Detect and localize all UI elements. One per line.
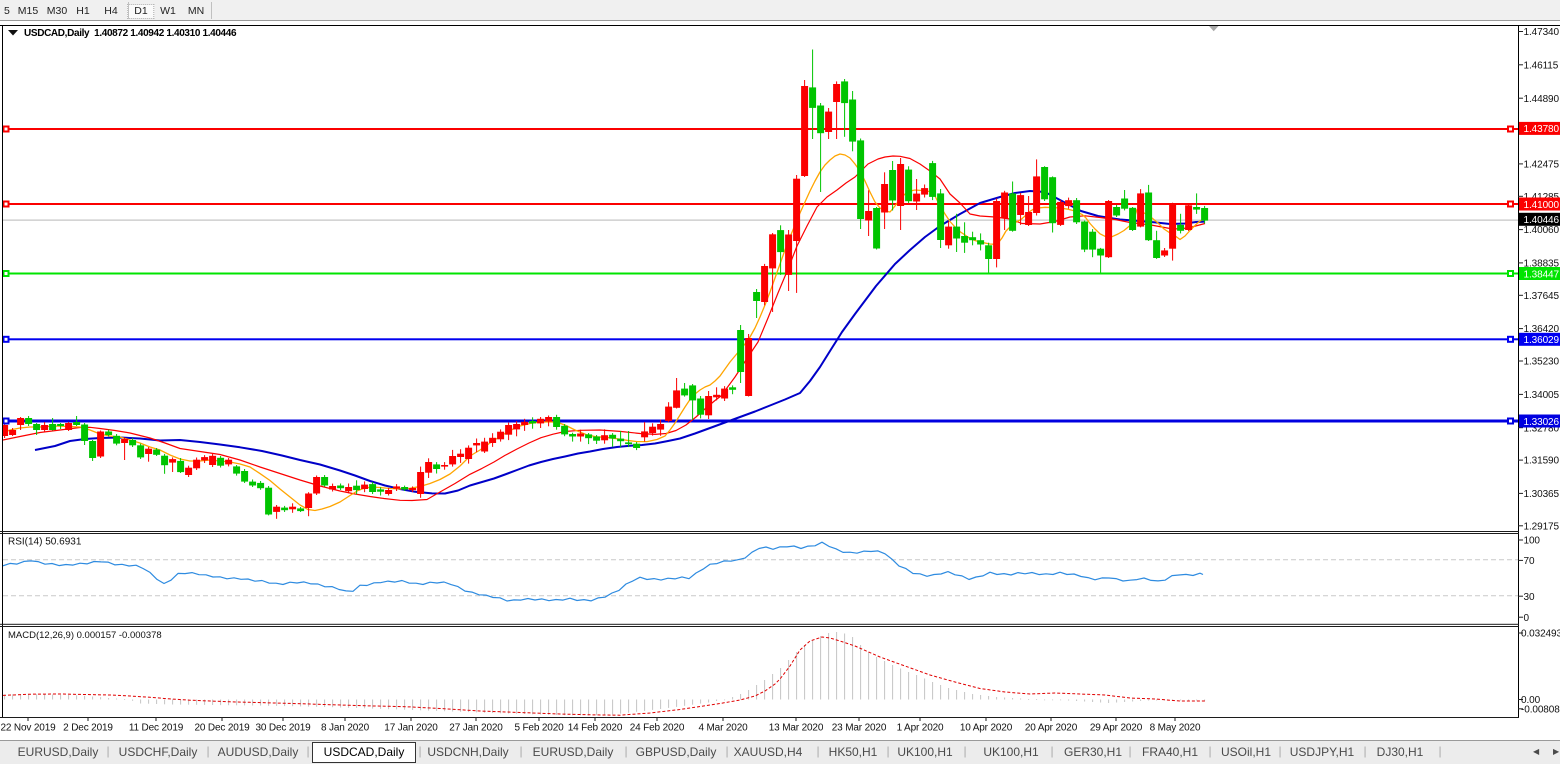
svg-text:1.32780: 1.32780: [1524, 423, 1560, 434]
svg-text:1.29175: 1.29175: [1524, 521, 1560, 532]
svg-text:0.032493: 0.032493: [1521, 629, 1560, 640]
svg-text:1.35230: 1.35230: [1524, 357, 1560, 368]
svg-text:-0.0080868: -0.0080868: [1521, 704, 1560, 715]
svg-text:1.44890: 1.44890: [1524, 94, 1560, 105]
svg-text:10 Apr 2020: 10 Apr 2020: [960, 723, 1013, 734]
svg-text:100: 100: [1524, 536, 1541, 547]
svg-text:1.38447: 1.38447: [1524, 269, 1560, 280]
svg-text:13 Mar 2020: 13 Mar 2020: [769, 723, 824, 734]
svg-text:30: 30: [1524, 592, 1535, 603]
svg-text:8 Jan 2020: 8 Jan 2020: [321, 723, 370, 734]
svg-text:23 Mar 2020: 23 Mar 2020: [832, 723, 887, 734]
svg-text:70: 70: [1524, 556, 1535, 567]
svg-text:5 Feb 2020: 5 Feb 2020: [514, 723, 564, 734]
svg-text:1.31590: 1.31590: [1524, 456, 1560, 467]
svg-text:24 Feb 2020: 24 Feb 2020: [630, 723, 685, 734]
svg-text:1.37645: 1.37645: [1524, 291, 1560, 302]
svg-text:4 Mar 2020: 4 Mar 2020: [698, 723, 748, 734]
svg-text:30 Dec 2019: 30 Dec 2019: [255, 723, 311, 734]
svg-text:1.43780: 1.43780: [1524, 124, 1560, 135]
svg-text:27 Jan 2020: 27 Jan 2020: [449, 723, 503, 734]
svg-text:1.47340: 1.47340: [1524, 27, 1560, 38]
svg-text:17 Jan 2020: 17 Jan 2020: [384, 723, 438, 734]
svg-text:22 Nov 2019: 22 Nov 2019: [0, 723, 56, 734]
svg-text:1.40060: 1.40060: [1524, 225, 1560, 236]
svg-text:1 Apr 2020: 1 Apr 2020: [897, 723, 944, 734]
svg-text:1.36029: 1.36029: [1524, 335, 1560, 346]
svg-text:1.33026: 1.33026: [1524, 417, 1560, 428]
svg-text:29 Apr 2020: 29 Apr 2020: [1090, 723, 1143, 734]
svg-text:11 Dec 2019: 11 Dec 2019: [129, 723, 184, 734]
svg-text:0.00: 0.00: [1521, 695, 1541, 706]
svg-text:1.34005: 1.34005: [1524, 390, 1560, 401]
svg-text:0: 0: [1524, 613, 1530, 624]
svg-text:2 Dec 2019: 2 Dec 2019: [63, 723, 113, 734]
svg-text:1.36420: 1.36420: [1524, 324, 1560, 335]
svg-text:20 Apr 2020: 20 Apr 2020: [1025, 723, 1078, 734]
svg-text:20 Dec 2019: 20 Dec 2019: [194, 723, 250, 734]
svg-text:1.41000: 1.41000: [1524, 200, 1560, 211]
svg-text:1.30365: 1.30365: [1524, 489, 1560, 500]
svg-text:1.41285: 1.41285: [1524, 192, 1560, 203]
svg-text:14 Feb 2020: 14 Feb 2020: [568, 723, 623, 734]
svg-text:RSI(14) 50.6931: RSI(14) 50.6931: [8, 537, 82, 548]
svg-text:1.46115: 1.46115: [1524, 60, 1559, 71]
svg-text:USDCAD,Daily 1.40872 1.40942: USDCAD,Daily 1.40872 1.40942 1.40310 1.4…: [24, 28, 237, 39]
svg-text:1.42475: 1.42475: [1524, 160, 1560, 171]
svg-text:1.40446: 1.40446: [1524, 215, 1560, 226]
svg-text:1.38835: 1.38835: [1524, 259, 1560, 270]
svg-text:MACD(12,26,9) 0.000157 -0.0003: MACD(12,26,9) 0.000157 -0.000378: [8, 630, 162, 641]
svg-text:8 May 2020: 8 May 2020: [1150, 723, 1201, 734]
